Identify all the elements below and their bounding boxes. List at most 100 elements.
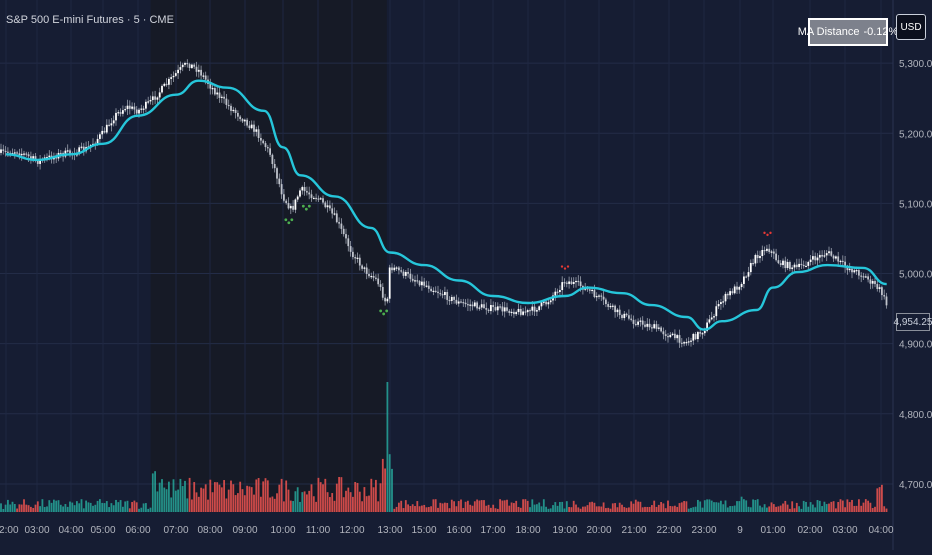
- signal-marker-high: [766, 233, 769, 237]
- volume-bar: [172, 479, 175, 512]
- candle-body: [59, 152, 62, 155]
- candle-body: [335, 213, 338, 223]
- volume-bar: [563, 508, 566, 512]
- volume-bar: [586, 505, 589, 512]
- candle-body: [674, 333, 676, 339]
- volume-bar: [335, 483, 338, 512]
- volume-bar: [53, 499, 55, 512]
- volume-bar: [400, 500, 403, 512]
- candle-body: [697, 332, 699, 340]
- symbol-title: S&P 500 E-mini Futures · 5 · CME: [6, 14, 174, 26]
- volume-bar: [446, 502, 449, 512]
- volume-bar: [453, 501, 455, 512]
- candle-body: [782, 260, 784, 266]
- candle-body: [545, 301, 547, 305]
- volume-bar: [0, 503, 2, 512]
- candle-body: [197, 69, 200, 72]
- volume-bar: [43, 506, 46, 512]
- candle-body: [766, 248, 768, 251]
- candle-body: [724, 293, 727, 302]
- candle-body: [151, 96, 154, 100]
- volume-bar: [250, 487, 253, 512]
- candle-body: [283, 194, 285, 201]
- volume-bar: [846, 499, 849, 512]
- candle-body: [800, 263, 803, 266]
- volume-bar: [211, 492, 214, 512]
- volume-bar: [621, 504, 623, 512]
- candle-body: [13, 152, 16, 154]
- candle-body: [789, 261, 791, 270]
- y-tick-label: 4,900.00: [899, 340, 932, 351]
- candle-body: [105, 124, 108, 133]
- candle-body: [749, 262, 752, 273]
- volume-bar: [690, 507, 692, 512]
- volume-bar: [89, 502, 92, 512]
- x-tick-label: 17:00: [480, 525, 505, 536]
- volume-bar: [775, 506, 777, 512]
- candle-body: [485, 307, 488, 310]
- time-axis[interactable]: 02:00 03:00 04:00 05:00 06:00 07:00 08:00 09:00…: [0, 525, 894, 536]
- volume-bar: [720, 500, 722, 512]
- volume-bar: [135, 502, 138, 512]
- candle-body: [27, 154, 30, 157]
- candle-body: [331, 208, 334, 214]
- volume-bar: [717, 502, 720, 512]
- volume-bar: [209, 479, 212, 512]
- volume-bar: [253, 494, 255, 512]
- volume-bar: [660, 501, 662, 512]
- volume-bar: [724, 500, 727, 512]
- volume-bar: [749, 507, 752, 512]
- candle-body: [377, 278, 380, 285]
- volume-bar: [664, 508, 667, 512]
- volume-bar: [195, 492, 198, 512]
- volume-bar: [885, 508, 888, 512]
- candle-body: [4, 150, 7, 153]
- price-axis[interactable]: 4,700.00 4,800.00 4,900.00 5,000.00 5,100.00…: [899, 59, 932, 491]
- candle-body: [246, 119, 248, 126]
- volume-bar: [531, 499, 534, 512]
- candle-body: [101, 130, 104, 135]
- ma-distance-value: -0.12%: [863, 26, 899, 38]
- candle-body: [802, 264, 805, 267]
- candle-body: [395, 267, 398, 269]
- volume-bar: [347, 487, 350, 512]
- candle-body: [352, 251, 354, 258]
- signal-marker-low: [284, 218, 288, 222]
- candle-body: [250, 124, 253, 129]
- volume-bar: [455, 506, 458, 512]
- candle-body: [82, 146, 85, 152]
- volume-bar: [46, 506, 48, 512]
- candle-body: [333, 213, 336, 215]
- candle-body: [593, 289, 596, 297]
- candle-body: [756, 254, 759, 259]
- volume-bar: [179, 478, 182, 512]
- candle-body: [243, 119, 246, 122]
- candle-body: [388, 267, 391, 299]
- volume-bar: [271, 496, 274, 512]
- volume-bar: [584, 506, 587, 512]
- candle-body: [264, 143, 267, 148]
- candle-body: [595, 296, 598, 298]
- volume-bar: [191, 499, 193, 512]
- volume-bar: [241, 489, 244, 512]
- currency-button[interactable]: USD: [896, 14, 926, 40]
- volume-bar: [628, 507, 630, 512]
- candle-body: [99, 134, 101, 139]
- candle-body: [496, 306, 499, 311]
- volume-bar: [731, 506, 734, 512]
- candle-body: [667, 336, 669, 338]
- volume-bar: [851, 499, 853, 512]
- candle-body: [225, 98, 228, 105]
- volume-bar: [733, 505, 736, 512]
- candle-body: [324, 202, 327, 208]
- candle-body: [772, 251, 775, 254]
- candle-body: [181, 64, 184, 68]
- volume-bar: [602, 502, 605, 512]
- candle-body: [460, 301, 462, 303]
- volume-bar: [377, 501, 380, 512]
- candle-body: [655, 324, 658, 329]
- candle-body: [770, 251, 773, 253]
